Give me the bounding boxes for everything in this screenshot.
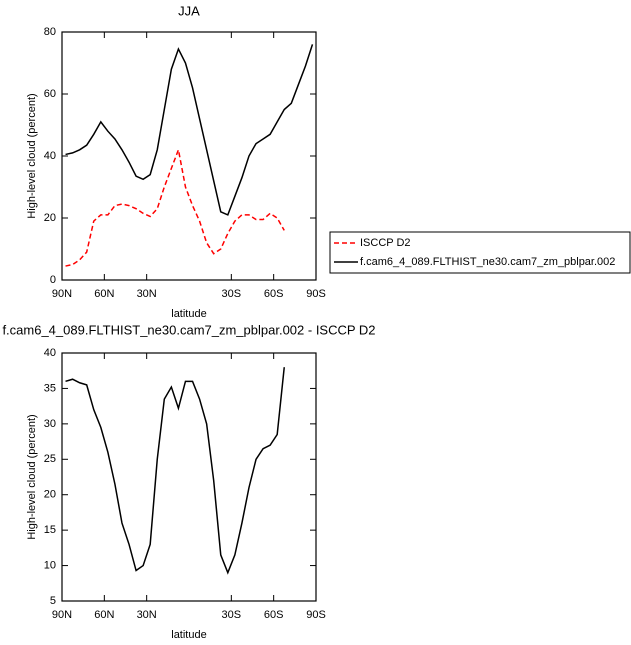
plot-frame — [61, 352, 317, 602]
data-line — [65, 44, 314, 216]
y-tick-label: 80 — [44, 26, 56, 38]
x-tick-label: 90N — [52, 609, 72, 621]
chart-title: JJA — [178, 3, 200, 18]
legend-box — [329, 231, 631, 274]
y-axis-label: High-level cloud (percent) — [26, 414, 38, 539]
y-tick-label: 40 — [44, 150, 56, 162]
y-tick-label: 15 — [44, 524, 56, 536]
y-axis-label: High-level cloud (percent) — [26, 93, 38, 218]
x-axis-label: latitude — [171, 629, 206, 641]
x-tick-label: 60N — [94, 288, 114, 300]
y-tick-label: 25 — [44, 453, 56, 465]
y-tick-label: 20 — [44, 212, 56, 224]
data-line — [65, 147, 285, 267]
y-tick-label: 5 — [50, 595, 56, 607]
x-tick-label: 90S — [306, 288, 326, 300]
y-tick-label: 35 — [44, 382, 56, 394]
x-tick-label: 90S — [306, 609, 326, 621]
x-tick-label: 30N — [137, 609, 157, 621]
data-line — [65, 367, 285, 575]
x-tick-label: 30S — [222, 609, 242, 621]
y-tick-label: 0 — [50, 274, 56, 286]
x-axis-label: latitude — [171, 308, 206, 320]
legend-label: ISCCP D2 — [360, 237, 411, 249]
plot-frame — [61, 31, 317, 281]
x-tick-label: 30N — [137, 288, 157, 300]
chart-title: f.cam6_4_089.FLTHIST_ne30.cam7_zm_pblpar… — [2, 322, 375, 337]
y-tick-label: 30 — [44, 418, 56, 430]
y-tick-label: 10 — [44, 559, 56, 571]
x-tick-label: 60N — [94, 609, 114, 621]
legend-label: f.cam6_4_089.FLTHIST_ne30.cam7_zm_pblpar… — [360, 256, 615, 268]
x-tick-label: 30S — [222, 288, 242, 300]
y-tick-label: 40 — [44, 347, 56, 359]
x-tick-label: 60S — [264, 609, 284, 621]
y-tick-label: 60 — [44, 88, 56, 100]
y-tick-label: 20 — [44, 489, 56, 501]
x-tick-label: 90N — [52, 288, 72, 300]
x-tick-label: 60S — [264, 288, 284, 300]
